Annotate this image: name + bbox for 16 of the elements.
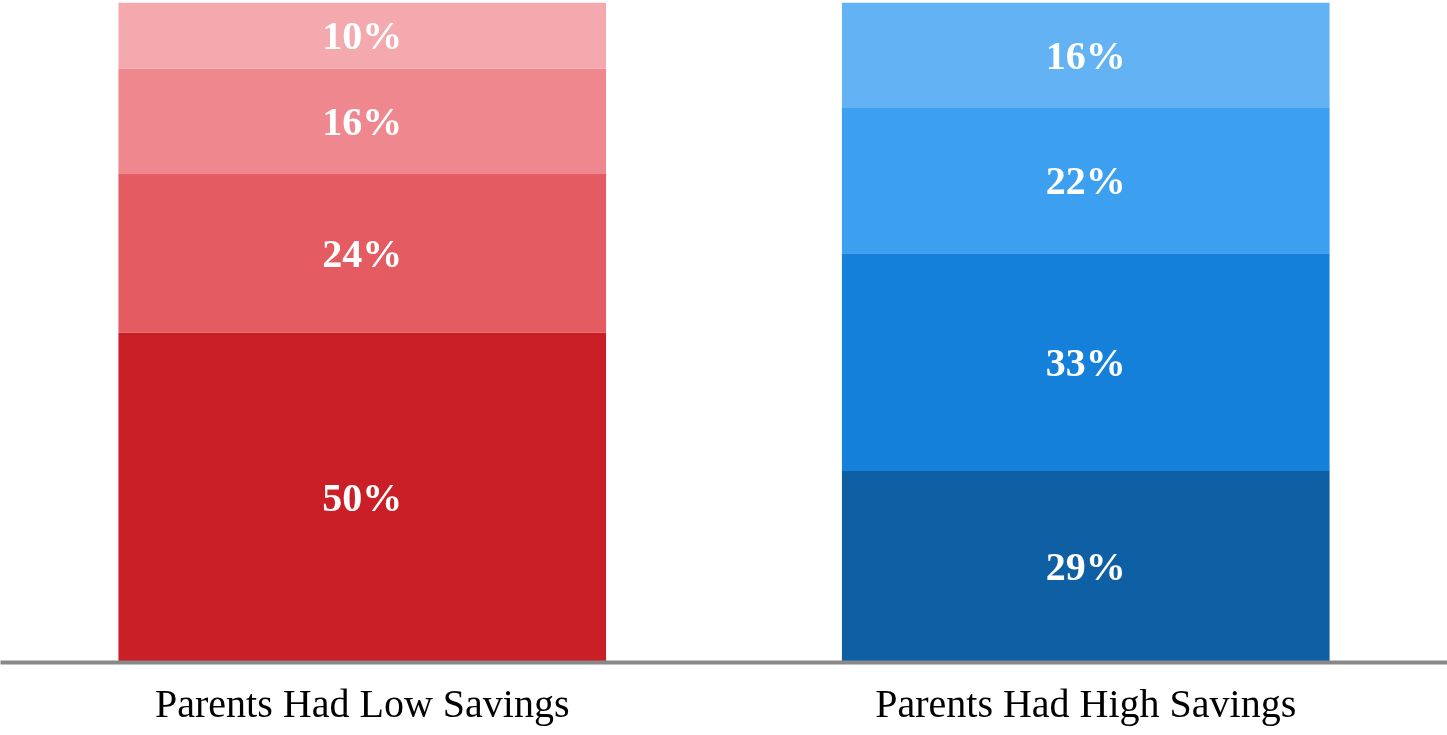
data-label: 24%	[322, 230, 403, 276]
bar	[118, 2, 607, 69]
bar	[118, 174, 607, 333]
bar	[841, 253, 1330, 472]
data-label: 16%	[1045, 32, 1126, 78]
data-label: 33%	[1045, 339, 1126, 385]
bar	[841, 108, 1330, 254]
bar	[841, 2, 1330, 109]
data-label: 10%	[322, 13, 403, 58]
data-label: 16%	[322, 98, 403, 144]
data-label: 29%	[1045, 544, 1126, 590]
data-label: 50%	[322, 475, 403, 520]
data-label: 22%	[1045, 158, 1126, 204]
bar	[118, 68, 607, 175]
x-tick-label: Parents Had Low Savings	[155, 680, 570, 726]
x-tick-label: Parents Had High Savings	[875, 680, 1297, 726]
